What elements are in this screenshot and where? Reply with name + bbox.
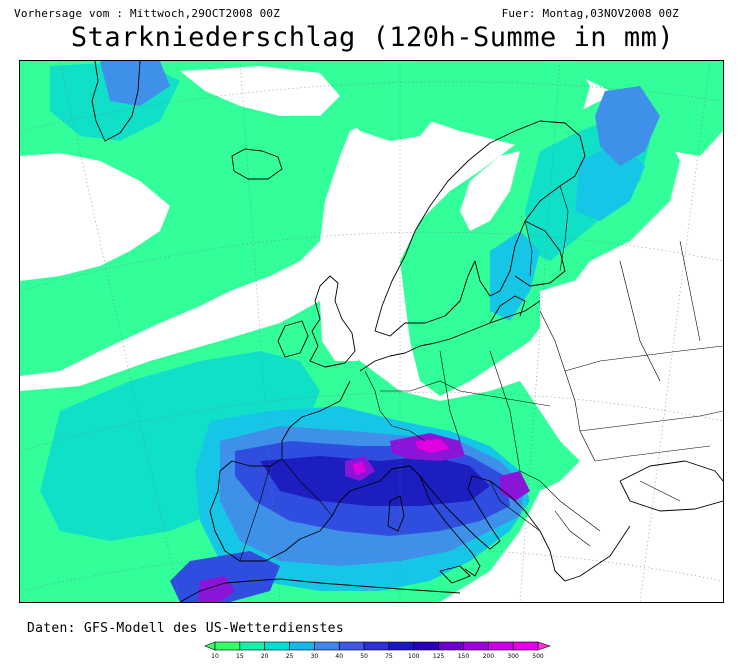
precip-blue-scand	[595, 86, 660, 166]
legend-swatch	[512, 641, 539, 651]
color-scale-legend: 10 15 20 25 30 40 50 75 100 125 150 200 300 500	[203, 640, 553, 662]
coast-continent	[209, 300, 631, 582]
dry-zone-atlantic	[20, 153, 170, 281]
legend-tick-label: 100	[408, 653, 420, 660]
legend-swatch	[488, 641, 514, 651]
legend-tick-label: 25	[286, 653, 294, 660]
legend-arrow-high	[537, 641, 551, 651]
precip-north-sea	[330, 76, 440, 141]
coast-finland	[514, 220, 566, 287]
legend-swatch	[413, 641, 439, 651]
coast-sardinia	[387, 495, 405, 532]
coast-ireland	[277, 320, 309, 358]
map-title: Starkniederschlag (120h-Summe in mm)	[70, 22, 675, 53]
forecast-valid-time: Fuer: Montag,03NOV2008 00Z	[501, 7, 679, 20]
legend-tick-label: 75	[385, 653, 393, 660]
coast-sicily	[439, 565, 471, 584]
precip-blue-north	[100, 61, 170, 106]
dry-zone-iceland-sea	[180, 66, 340, 116]
legend-tick-label: 30	[311, 653, 319, 660]
precip-magenta-gulf	[352, 462, 366, 475]
legend-tick-label: 50	[360, 653, 368, 660]
forecast-init-time: Vorhersage vom : Mittwoch,29OCT2008 00Z	[14, 7, 281, 20]
legend-tick-label: 20	[261, 653, 269, 660]
precip-atlantic-north	[20, 61, 590, 376]
dry-zone-east-europe	[540, 261, 723, 602]
precip-purple-balkan	[500, 471, 530, 501]
legend-tick-label: 40	[335, 653, 343, 660]
legend-swatch	[363, 641, 390, 651]
precipitation-map-canvas	[20, 61, 723, 602]
legend-tick-label: 500	[532, 653, 544, 660]
data-source-credit: Daten: GFS-Modell des US-Wetterdienstes	[27, 621, 344, 636]
legend-swatch	[388, 641, 415, 651]
legend-swatch	[314, 641, 340, 651]
legend-tick-label: 15	[236, 653, 244, 660]
legend-swatch	[463, 641, 489, 651]
coast-greenland	[91, 61, 141, 142]
legend-tick-label: 150	[458, 653, 470, 660]
precip-field	[20, 61, 723, 602]
coastlines	[91, 61, 723, 602]
borders	[239, 185, 723, 562]
coast-britain	[309, 275, 356, 368]
coast-italy	[419, 475, 481, 577]
legend-swatch	[289, 641, 315, 651]
legend-swatch	[338, 641, 365, 651]
coast-north-africa	[179, 578, 461, 602]
legend-swatch	[239, 641, 265, 651]
legend-tick-label: 125	[433, 653, 445, 660]
legend-tick-label: 10	[211, 653, 219, 660]
precip-magenta-alps	[415, 439, 450, 453]
graticule	[20, 61, 723, 602]
legend-tick-label: 200	[483, 653, 495, 660]
precip-navy-med	[260, 456, 490, 506]
legend-arrow-low	[204, 641, 216, 651]
dry-zone-finland	[460, 151, 520, 231]
precipitation-map	[19, 60, 724, 603]
coast-iceland	[231, 148, 283, 180]
dry-zone-uk	[320, 296, 370, 361]
legend-tick-label: 300	[507, 653, 519, 660]
legend-swatch	[438, 641, 464, 651]
coast-black-sea	[619, 460, 723, 512]
color-scale-bar: 10 15 20 25 30 40 50 75 100 125 150 200 300 500	[204, 641, 551, 660]
precip-teal-atlantic	[40, 351, 320, 541]
coast-baltic	[489, 295, 526, 324]
legend-swatch	[214, 641, 241, 651]
legend-swatch	[264, 641, 290, 651]
